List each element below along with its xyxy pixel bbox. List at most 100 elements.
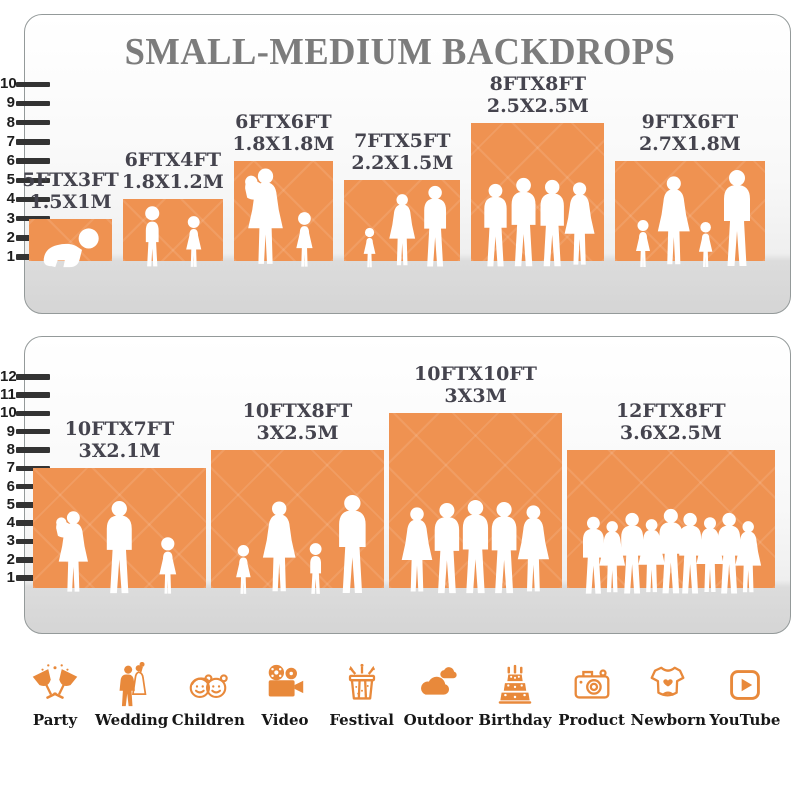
bar-size-label: 10FTX7FT 3X2.1M (10, 418, 230, 462)
youtube-icon (722, 662, 768, 708)
category-label: YouTube (709, 711, 781, 729)
ruler-tick (16, 100, 50, 107)
bar-size-m: 2.2X1.5M (351, 152, 454, 175)
ruler-number: 4 (6, 190, 15, 208)
ruler-number: 6 (6, 477, 15, 495)
ruler-number: 3 (6, 532, 15, 550)
product-icon (569, 662, 615, 708)
category-label: Children (171, 711, 245, 729)
bar-size-label: 6FTX6FT 1.8X1.8M (173, 111, 393, 155)
bar-size-ft: 6FTX6FT (235, 111, 332, 133)
ruler-number: 8 (6, 440, 15, 458)
ruler-number: 6 (6, 152, 15, 169)
festival-icon (339, 662, 385, 708)
category-label: Product (558, 711, 625, 729)
baby-silhouette (40, 227, 101, 269)
ruler-tick (16, 428, 50, 435)
bar-size-ft: 7FTX5FT (354, 130, 451, 153)
ruler-number: 10 (0, 75, 17, 93)
woman-silhouette (387, 193, 417, 269)
woman-silhouette (562, 181, 597, 269)
category-label: Wedding (95, 711, 169, 729)
party-icon (32, 662, 78, 708)
ruler-tick (16, 158, 50, 164)
girl-silhouette (697, 221, 714, 269)
ruler-number: 11 (0, 386, 16, 403)
ruler-tick (16, 139, 50, 145)
man-silhouette (334, 494, 371, 596)
bar-size-m: 3X2.5M (256, 421, 339, 444)
bar-size-label: 7FTX5FT 2.2X1.5M (292, 130, 512, 174)
category-item-wedding: Wedding (95, 662, 168, 729)
category-label: Party (32, 711, 78, 729)
bar-size-ft: 10FTX7FT (64, 418, 175, 441)
ruler-number: 5 (6, 495, 15, 513)
ruler-tick (16, 392, 50, 398)
bar-size-m: 2.7X1.8M (638, 133, 741, 155)
ruler-tick (16, 196, 50, 203)
bar-size-ft: 10FTX10FT (414, 363, 537, 386)
category-label: Festival (329, 711, 394, 729)
category-item-video: Video (254, 662, 316, 729)
bar-size-ft: 8FTX8FT (489, 72, 587, 95)
outdoor-icon (415, 662, 461, 708)
ruler-number: 7 (6, 459, 15, 477)
ruler-tick (16, 119, 50, 126)
ruler-number: 9 (6, 422, 15, 440)
category-item-children: Children (172, 662, 245, 729)
woman-silhouette (260, 500, 298, 596)
ruler-tick (16, 81, 50, 87)
ruler-number: 8 (6, 113, 15, 131)
ruler-number: 2 (6, 228, 15, 246)
ruler-number: 1 (6, 248, 15, 265)
wedding-icon (109, 662, 155, 708)
bar-size-m: 1.8X1.2M (121, 171, 224, 194)
ruler-tick (16, 447, 50, 453)
bar-size-label: 10FTX10FT 3X3M (366, 363, 586, 407)
girl-silhouette (234, 544, 253, 596)
bar-size-m: 3.6X2.5M (619, 421, 722, 444)
ruler-tick (16, 410, 50, 417)
girl-silhouette (157, 536, 179, 596)
ruler-number: 2 (6, 550, 15, 568)
bar-size-m: 1.5X1M (29, 190, 112, 213)
boy-silhouette (307, 542, 324, 596)
woman-silhouette (655, 175, 693, 269)
bar-size-m: 3X2.1M (78, 440, 161, 463)
bar-size-ft: 10FTX8FT (242, 399, 353, 422)
ruler-tick (16, 177, 50, 183)
bar-size-ft: 9FTX6FT (641, 111, 739, 133)
backdrop-bar (123, 199, 223, 261)
ruler-number: 12 (0, 367, 17, 385)
bar-size-label: 12FTX8FT 3.6X2.5M (561, 400, 781, 444)
ruler-number: 10 (0, 404, 17, 422)
ruler-number: 5 (6, 171, 15, 189)
man-silhouette (102, 500, 137, 596)
bar-size-ft: 12FTX8FT (615, 399, 726, 422)
girl-silhouette (634, 219, 652, 269)
ruler-number: 1 (6, 569, 15, 586)
category-item-youtube: YouTube (709, 662, 780, 729)
bar-size-m: 2.5X2.5M (486, 94, 589, 117)
category-item-outdoor: Outdoor (404, 662, 473, 729)
category-item-party: Party (24, 662, 86, 729)
ruler-number: 4 (6, 514, 15, 532)
bar-size-m: 1.8X1.8M (232, 133, 335, 155)
category-item-festival: Festival (329, 662, 394, 729)
video-icon (262, 662, 308, 708)
girl-silhouette (184, 215, 203, 269)
girl-silhouette (294, 211, 315, 269)
man-silhouette (719, 169, 755, 269)
bar-size-label: 5FTX3FT 1.5X1M (0, 169, 181, 213)
backdrop-bar (233, 161, 334, 261)
page-title: SMALL-MEDIUM BACKDROPS (124, 31, 676, 73)
category-item-product: Product (558, 662, 625, 729)
category-row: Party Wedding Children Video Festival Outdoor… (0, 662, 800, 729)
category-label: Newborn (630, 711, 706, 729)
category-item-birthday: Birthday (478, 662, 551, 729)
ruler-number: 9 (6, 94, 15, 112)
mom-silhouette (51, 510, 91, 596)
bar-size-label: 10FTX8FT 3X2.5M (188, 400, 408, 444)
girl-silhouette (362, 227, 377, 269)
